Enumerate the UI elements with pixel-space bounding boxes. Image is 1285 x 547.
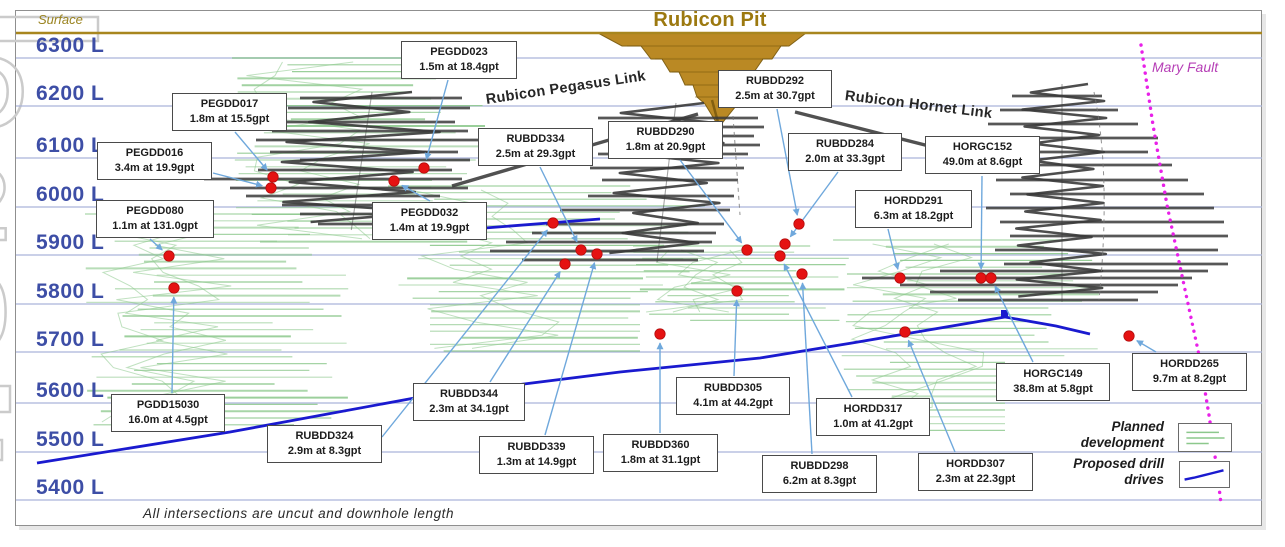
hole-id: RUBDD324 [295, 430, 354, 442]
callout-RUBDD298: RUBDD298 6.2m at 8.3gpt [762, 455, 877, 493]
level-label-5900-L: 5900 L [36, 231, 105, 254]
chart-frame [15, 10, 1262, 526]
intercept-value: 2.9m at 8.3gpt [287, 444, 362, 457]
intercept-value: 2.0m at 33.3gpt [805, 152, 885, 165]
footnote: All intersections are uncut and downhole… [143, 506, 455, 521]
level-label-5700-L: 5700 L [36, 328, 105, 351]
level-label-6100-L: 6100 L [36, 134, 105, 157]
intercept-value: 1.3m at 14.9gpt [496, 455, 577, 468]
intercept-value: 9.7m at 8.2gpt [1152, 372, 1227, 385]
intercept-value: 1.8m at 31.1gpt [620, 453, 701, 466]
intercept-value: 6.3m at 18.2gpt [873, 209, 954, 222]
callout-RUBDD284: RUBDD284 2.0m at 33.3gpt [788, 133, 902, 171]
hole-id: HORDD291 [884, 195, 943, 207]
intercept-value: 1.4m at 19.9gpt [389, 221, 470, 234]
intercept-value: 16.0m at 4.5gpt [128, 413, 208, 426]
callout-HORGC149: HORGC149 38.8m at 5.8gpt [996, 363, 1110, 401]
hole-id: RUBDD305 [703, 382, 763, 394]
level-label-6000-L: 6000 L [36, 183, 105, 206]
hole-id: HORGC152 [952, 141, 1013, 153]
callout-HORDD265: HORDD265 9.7m at 8.2gpt [1132, 353, 1247, 391]
hole-id: RUBDD360 [631, 439, 690, 451]
hole-id: RUBDD292 [745, 75, 805, 87]
callout-PEGDD032: PEGDD032 1.4m at 19.9gpt [372, 202, 487, 240]
callout-RUBDD334: RUBDD334 2.5m at 29.3gpt [478, 128, 593, 166]
intercept-value: 2.5m at 29.3gpt [495, 147, 576, 160]
callout-HORDD307: HORDD307 2.3m at 22.3gpt [918, 453, 1033, 491]
intercept-value: 1.0m at 41.2gpt [833, 417, 913, 430]
callout-RUBDD290: RUBDD290 1.8m at 20.9gpt [608, 121, 723, 159]
level-label-5600-L: 5600 L [36, 379, 105, 402]
mary-fault-label: Mary Fault [1152, 59, 1219, 75]
hole-id: HORGC149 [1023, 368, 1083, 380]
hole-id: PEGDD080 [126, 205, 184, 217]
callout-RUBDD292: RUBDD292 2.5m at 30.7gpt [718, 70, 832, 108]
callout-PEGDD016: PEGDD016 3.4m at 19.9gpt [97, 142, 212, 180]
planned-development-swatch [1178, 423, 1232, 452]
intercept-value: 6.2m at 8.3gpt [782, 474, 857, 487]
intercept-value: 1.8m at 20.9gpt [625, 140, 706, 153]
hole-id: RUBDD284 [815, 138, 875, 150]
proposed-drill-drives-swatch [1179, 461, 1230, 488]
intercept-value: 49.0m at 8.6gpt [942, 155, 1023, 168]
intercept-value: 2.5m at 30.7gpt [735, 89, 815, 102]
hole-id: PEGDD016 [125, 147, 184, 159]
intercept-value: 1.8m at 15.5gpt [189, 112, 270, 125]
hole-id: HORDD317 [843, 403, 903, 415]
hole-id: PEGDD017 [200, 98, 259, 110]
callout-RUBDD324: RUBDD324 2.9m at 8.3gpt [267, 425, 382, 463]
page-title: Rubicon Pit [653, 9, 767, 31]
callout-RUBDD339: RUBDD339 1.3m at 14.9gpt [479, 436, 594, 474]
hole-id: HORDD265 [1160, 358, 1219, 370]
callout-PEGDD080: PEGDD080 1.1m at 131.0gpt [96, 200, 214, 238]
legend-label-proposed-drill-drives: Proposed drill drives [1073, 456, 1164, 488]
callout-HORDD291: HORDD291 6.3m at 18.2gpt [855, 190, 972, 228]
hole-id: PEGDD032 [400, 207, 459, 219]
level-label-6200-L: 6200 L [36, 82, 105, 105]
hole-id: RUBDD298 [790, 460, 849, 472]
svg-text:2: 2 [0, 147, 10, 263]
intercept-value: 1.5m at 18.4gpt [419, 60, 499, 73]
intercept-value: 38.8m at 5.8gpt [1013, 382, 1093, 395]
callout-HORGC152: HORGC152 49.0m at 8.6gpt [925, 136, 1040, 174]
svg-text:0: 0 [0, 255, 10, 371]
hole-id: RUBDD339 [507, 441, 566, 453]
intercept-value: 4.1m at 44.2gpt [693, 396, 773, 409]
level-label-5400-L: 5400 L [36, 476, 105, 499]
level-label-5500-L: 5500 L [36, 428, 105, 451]
level-label-5800-L: 5800 L [36, 280, 105, 303]
callout-PGDD15030: PGDD15030 16.0m at 4.5gpt [111, 394, 225, 432]
hole-id: HORDD307 [946, 458, 1005, 470]
intercept-value: 1.1m at 131.0gpt [112, 219, 198, 232]
intercept-value: 2.3m at 34.1gpt [429, 402, 509, 415]
hole-id: RUBDD290 [636, 126, 695, 138]
callout-RUBDD305: RUBDD305 4.1m at 44.2gpt [676, 377, 790, 415]
callout-PEGDD017: PEGDD017 1.8m at 15.5gpt [172, 93, 287, 131]
hole-id: RUBDD334 [506, 133, 565, 145]
callout-HORDD317: HORDD317 1.0m at 41.2gpt [816, 398, 930, 436]
hole-id: PEGDD023 [430, 46, 488, 58]
hole-id: RUBDD344 [439, 388, 499, 400]
callout-RUBDD360: RUBDD360 1.8m at 31.1gpt [603, 434, 718, 472]
callout-PEGDD023: PEGDD023 1.5m at 18.4gpt [401, 41, 517, 79]
legend-label-planned-development: Planned development [1080, 419, 1164, 451]
intercept-value: 2.3m at 22.3gpt [935, 472, 1016, 485]
intercept-value: 3.4m at 19.9gpt [114, 161, 195, 174]
level-label-6300-L: 6300 L [36, 34, 105, 57]
surface-label: Surface [38, 12, 83, 27]
hole-id: PGDD15030 [136, 399, 200, 411]
callout-RUBDD344: RUBDD344 2.3m at 34.1gpt [413, 383, 525, 421]
